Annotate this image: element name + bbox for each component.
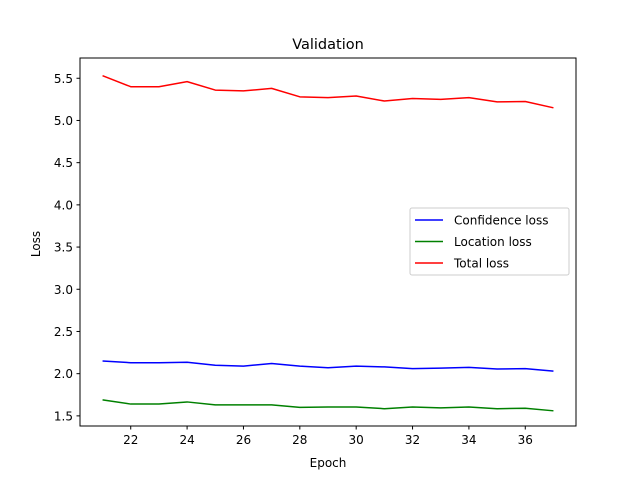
x-tick-label: 24 bbox=[179, 433, 194, 447]
series-line-3 bbox=[102, 75, 554, 109]
y-tick-label: 2.5 bbox=[54, 325, 73, 339]
x-axis-label: Epoch bbox=[310, 456, 347, 470]
y-tick-label: 5.5 bbox=[54, 72, 73, 86]
x-tick-label: 26 bbox=[236, 433, 251, 447]
y-tick-label: 4.0 bbox=[54, 198, 73, 212]
x-tick-label: 22 bbox=[123, 433, 138, 447]
legend: Confidence loss Location loss Total loss bbox=[409, 207, 570, 276]
y-tick-label: 3.0 bbox=[54, 283, 73, 297]
y-tick-label: 4.5 bbox=[54, 156, 73, 170]
legend-label-3: Total loss bbox=[453, 257, 509, 271]
series-line-2 bbox=[102, 399, 554, 412]
x-tick-label: 36 bbox=[518, 433, 533, 447]
x-tick-label: 30 bbox=[349, 433, 364, 447]
x-tick-label: 32 bbox=[405, 433, 420, 447]
y-tick-label: 2.0 bbox=[54, 367, 73, 381]
y-tick-label: 3.5 bbox=[54, 241, 73, 255]
legend-box bbox=[409, 207, 570, 276]
series-line-1 bbox=[102, 360, 554, 372]
y-axis-label: Loss bbox=[29, 231, 43, 257]
x-tick-label: 28 bbox=[292, 433, 307, 447]
y-tick-label: 1.5 bbox=[54, 409, 73, 423]
legend-label-2: Location loss bbox=[454, 235, 532, 249]
chart-title: Validation bbox=[292, 37, 364, 53]
legend-label-1: Confidence loss bbox=[454, 214, 548, 228]
y-tick-label: 5.0 bbox=[54, 114, 73, 128]
plot-frame bbox=[79, 57, 577, 427]
x-tick-label: 34 bbox=[461, 433, 476, 447]
